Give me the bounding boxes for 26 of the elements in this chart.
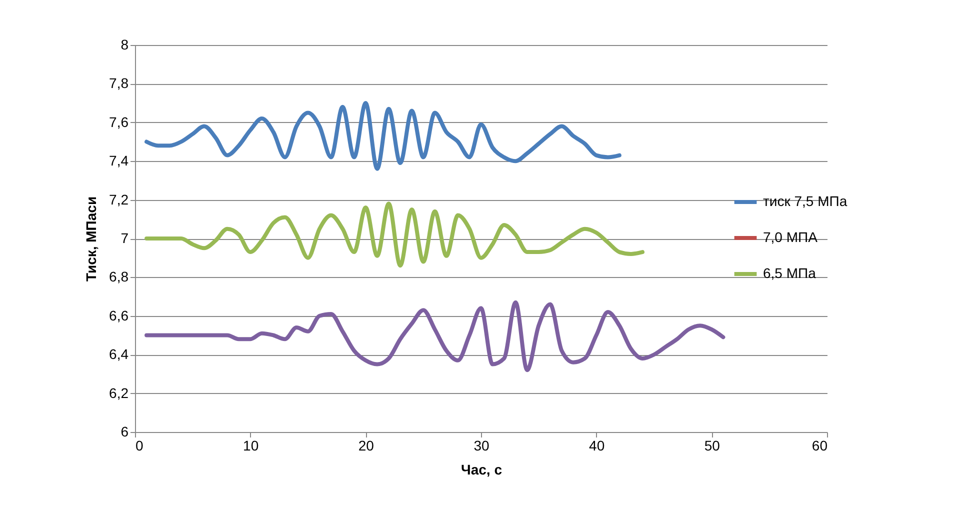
legend-label: тиск 7,5 МПа (763, 193, 848, 209)
y-tick-label: 7,8 (109, 75, 129, 92)
y-tick-label: 7,6 (109, 114, 129, 130)
y-tick-label: 7 (120, 230, 129, 246)
y-tick-label: 6,6 (109, 307, 129, 324)
y-tick-label: 6 (120, 424, 129, 440)
y-tick-label: 6,4 (109, 346, 129, 362)
line-series (144, 300, 726, 372)
x-tick-label: 30 (474, 438, 490, 454)
y-tick-label: 6,2 (109, 384, 129, 401)
x-tick-label: 50 (704, 438, 720, 454)
y-tick-label: 8 (120, 36, 129, 52)
x-tick-label: 60 (812, 438, 828, 454)
legend-label: 6,5 МПа (763, 265, 816, 281)
line-series (144, 202, 644, 268)
y-tick-label: 7,4 (109, 152, 129, 169)
legend-label: 7,0 МПА (763, 229, 818, 245)
y-axis-title: Тиск, МПаси (83, 196, 100, 282)
y-tick-label: 6,8 (109, 268, 129, 285)
x-axis-title: Час, с (461, 462, 502, 478)
y-tick-label: 7,2 (109, 191, 129, 208)
x-tick-label: 10 (243, 438, 259, 454)
x-tick-label: 0 (136, 438, 144, 454)
line-series (144, 101, 622, 171)
x-tick-label: 20 (358, 438, 374, 454)
x-tick-label: 40 (589, 438, 605, 454)
